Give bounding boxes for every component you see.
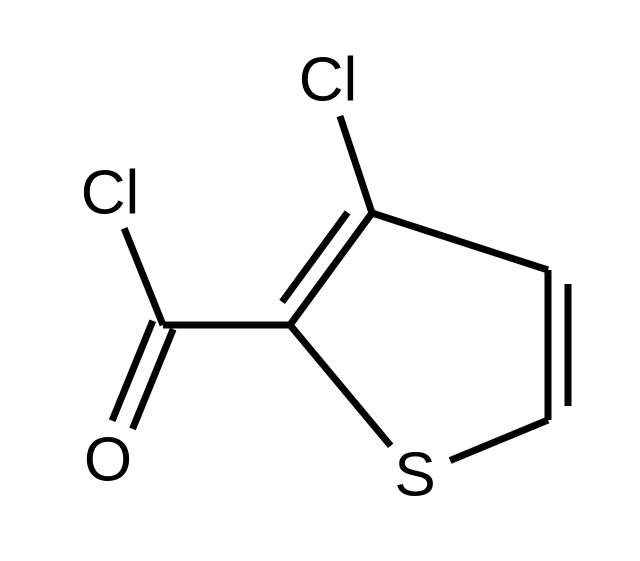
atom-label-S_ring: S (394, 441, 435, 510)
molecule-diagram: Cl Cl O S (0, 0, 640, 561)
atom-label-O_bottom: O (84, 426, 132, 495)
atom-label-Cl_top: Cl (299, 46, 358, 115)
atom-label-Cl_left: Cl (81, 159, 140, 228)
